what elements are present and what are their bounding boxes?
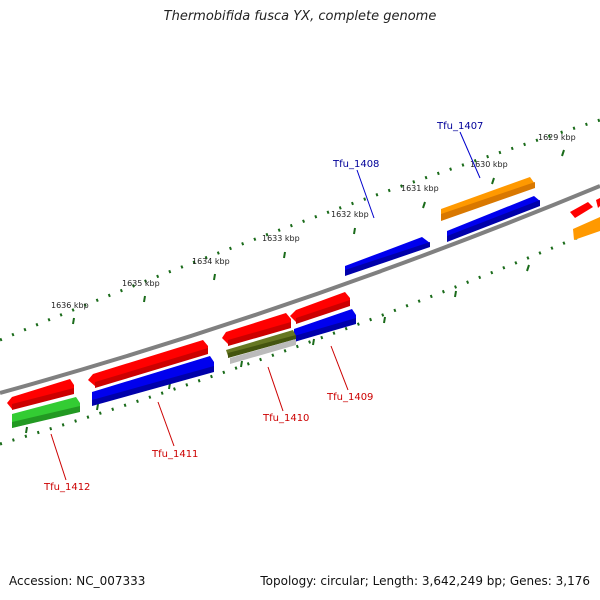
feature-red-1412[interactable]	[7, 379, 74, 410]
inner-tick-ring	[0, 226, 600, 446]
gene-label-tfu-1411[interactable]: Tfu_1411	[151, 449, 198, 460]
feature-red-1409[interactable]	[290, 292, 350, 324]
scale-label-1631: 1631 kbp	[401, 184, 439, 193]
feature-red-1410[interactable]	[222, 313, 291, 346]
feature-blue-1411[interactable]	[92, 356, 214, 406]
scale-label-1636: 1636 kbp	[51, 301, 89, 310]
gene-label-tfu-1410[interactable]: Tfu_1410	[262, 413, 309, 424]
major-ticks	[25, 149, 565, 434]
feature-blue-1409[interactable]	[294, 309, 356, 342]
feature-orange-1407[interactable]	[441, 177, 535, 221]
scale-label-1629: 1629 kbp	[538, 133, 576, 142]
feature-blue-1408[interactable]	[345, 237, 430, 276]
gene-label-tfu-1412[interactable]: Tfu_1412	[43, 482, 90, 493]
label-leaders	[50, 131, 481, 481]
accession-text: Accession: NC_007333	[9, 574, 146, 588]
scale-label-1630: 1630 kbp	[470, 160, 508, 169]
feature-red-right-edge[interactable]	[570, 198, 600, 218]
scale-label-1634: 1634 kbp	[192, 257, 230, 266]
scale-label-1633: 1633 kbp	[262, 234, 300, 243]
feature-gray-1410[interactable]	[230, 339, 296, 364]
feature-olive-1410[interactable]	[226, 330, 296, 358]
gene-label-tfu-1407[interactable]: Tfu_1407	[436, 121, 483, 132]
feature-green-1412[interactable]	[12, 397, 80, 428]
feature-red-1411[interactable]	[88, 340, 208, 388]
map-title: Thermobifida fusca YX, complete genome	[163, 9, 437, 24]
feature-orange-right-edge[interactable]	[573, 217, 600, 240]
gene-label-tfu-1408[interactable]: Tfu_1408	[332, 159, 379, 170]
feature-blue-1407[interactable]	[447, 196, 540, 242]
scale-label-1635: 1635 kbp	[122, 279, 160, 288]
topology-text: Topology: circular; Length: 3,642,249 bp…	[260, 574, 590, 588]
gene-label-tfu-1409[interactable]: Tfu_1409	[326, 392, 373, 403]
outer-tick-ring	[0, 118, 600, 342]
scale-label-1632: 1632 kbp	[331, 210, 369, 219]
genome-backbone	[0, 184, 600, 395]
